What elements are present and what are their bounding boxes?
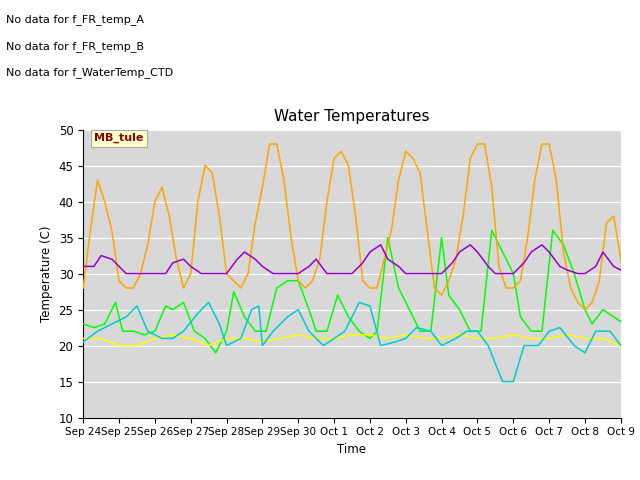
Text: No data for f_FR_temp_A: No data for f_FR_temp_A	[6, 14, 145, 25]
Y-axis label: Temperature (C): Temperature (C)	[40, 225, 53, 322]
Title: Water Temperatures: Water Temperatures	[275, 109, 429, 124]
Text: No data for f_FR_temp_B: No data for f_FR_temp_B	[6, 41, 145, 52]
Text: MB_tule: MB_tule	[94, 133, 143, 144]
X-axis label: Time: Time	[337, 443, 367, 456]
Text: No data for f_WaterTemp_CTD: No data for f_WaterTemp_CTD	[6, 67, 173, 78]
